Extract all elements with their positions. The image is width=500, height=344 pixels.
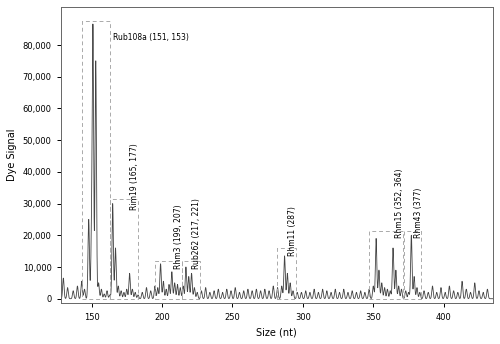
Text: Rhm15 (352, 364): Rhm15 (352, 364) [396, 169, 404, 238]
Text: Rim19 (165, 177): Rim19 (165, 177) [130, 143, 140, 210]
Text: Rhm3 (199, 207): Rhm3 (199, 207) [174, 204, 183, 269]
Text: Rub262 (217, 221): Rub262 (217, 221) [192, 198, 202, 269]
Text: Rhm11 (287): Rhm11 (287) [288, 206, 297, 256]
Bar [155, 261, 182, 299]
Bar [369, 230, 403, 299]
Y-axis label: Dye Signal: Dye Signal [7, 129, 17, 181]
Text: Rhm43 (377): Rhm43 (377) [414, 188, 422, 238]
Bar [110, 199, 138, 299]
Bar [278, 248, 296, 299]
Text: Rub108a (151, 153): Rub108a (151, 153) [112, 33, 188, 42]
Bar [182, 261, 200, 299]
X-axis label: Size (nt): Size (nt) [256, 327, 297, 337]
Bar [82, 21, 110, 299]
Bar [404, 230, 421, 299]
